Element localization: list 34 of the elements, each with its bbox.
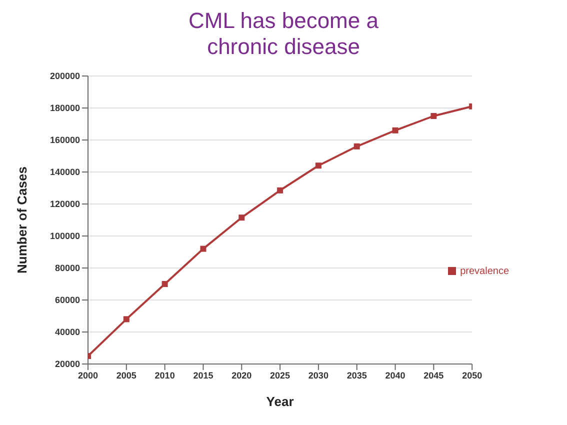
- point: [238, 214, 245, 221]
- y-tick-label: 20000: [54, 359, 80, 370]
- y-tick-label: 180000: [50, 103, 80, 114]
- point: [315, 162, 322, 169]
- point: [430, 113, 437, 119]
- legend-label: prevalence: [460, 266, 509, 277]
- chart-title: CML has become a chronic disease: [188, 8, 380, 60]
- x-tick-label: 2005: [116, 370, 136, 380]
- point: [123, 316, 130, 322]
- y-axis-title: Number of Cases: [14, 166, 30, 274]
- y-tick-label: 200000: [50, 71, 80, 82]
- x-tick-label: 2010: [154, 370, 175, 380]
- point: [392, 127, 398, 134]
- y-tick-label: 140000: [50, 167, 80, 178]
- x-tick-label: 2045: [424, 370, 444, 380]
- x-tick-label: 2035: [346, 370, 367, 380]
- x-tick-label: 2020: [232, 370, 252, 380]
- x-tick-label: 2040: [385, 370, 406, 380]
- x-axis-title: Year: [266, 394, 294, 409]
- y-tick-label: 60000: [54, 295, 80, 306]
- point: [277, 187, 284, 194]
- x-tick-label: 2030: [308, 370, 328, 380]
- y-tick-label: 100000: [50, 231, 80, 242]
- point: [200, 246, 206, 252]
- x-tick-label: 2050: [462, 370, 482, 380]
- x-tick-label: 2015: [193, 370, 214, 380]
- point: [162, 281, 168, 287]
- x-tick-label: 2025: [270, 370, 290, 380]
- y-tick-label: 40000: [54, 327, 80, 338]
- point: [354, 143, 360, 150]
- y-tick-label: 160000: [50, 135, 80, 146]
- y-tick-label: 120000: [50, 199, 80, 210]
- x-tick-label: 2000: [78, 370, 98, 380]
- y-tick-label: 80000: [54, 263, 80, 274]
